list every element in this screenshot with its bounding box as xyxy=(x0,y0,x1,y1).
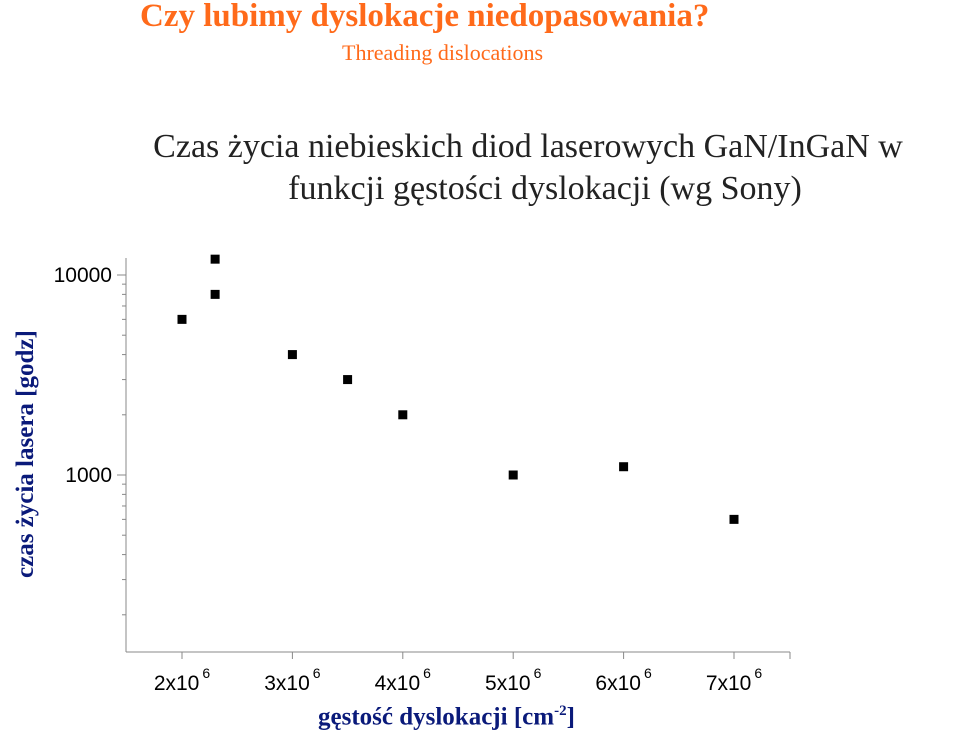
data-point xyxy=(398,410,408,420)
y-tick-label: 10000 xyxy=(54,264,112,287)
x-axis-label: gęstość dyslokacji [cm-2] xyxy=(318,703,575,731)
data-point xyxy=(287,350,297,360)
data-point xyxy=(729,514,739,524)
data-point xyxy=(177,314,187,324)
x-tick-label: 7x10 6 xyxy=(706,665,763,695)
data-point xyxy=(619,462,629,472)
data-points xyxy=(177,254,739,524)
y-tick-label: 1000 xyxy=(65,464,112,487)
x-tick-label: 6x10 6 xyxy=(595,665,652,695)
axes xyxy=(122,258,790,653)
x-ticks: 2x10 6 3x10 6 4x10 6 5x10 6 6x10 6 7x10 6 xyxy=(154,652,791,695)
x-axis-label-main: gęstość dyslokacji [cm xyxy=(318,703,555,731)
x-tick-label: 5x10 6 xyxy=(485,665,542,695)
slide-subtitle: Threading dislocations xyxy=(342,40,544,65)
x-tick-label: 4x10 6 xyxy=(375,665,432,695)
chart-title-line2: funkcji gęstości dyslokacji (wg Sony) xyxy=(288,170,802,207)
y-axis-label: czas życia lasera [godz] xyxy=(12,330,39,578)
data-point xyxy=(508,470,518,480)
chart-title: Czas życia niebieskich diod laserowych G… xyxy=(0,126,960,210)
chart-title-line1: Czas życia niebieskich diod laserowych G… xyxy=(153,128,903,165)
x-axis-label-sup: -2 xyxy=(554,703,567,719)
slide-title: Czy lubimy dyslokacje niedopasowania? xyxy=(140,0,710,34)
data-point xyxy=(210,254,220,264)
x-axis-label-end: ] xyxy=(566,703,575,731)
data-point xyxy=(210,289,220,299)
data-point xyxy=(343,375,353,385)
y-ticks: 10000 1000 xyxy=(54,264,126,487)
x-tick-label: 2x10 6 xyxy=(154,665,211,695)
x-tick-label: 3x10 6 xyxy=(264,665,321,695)
